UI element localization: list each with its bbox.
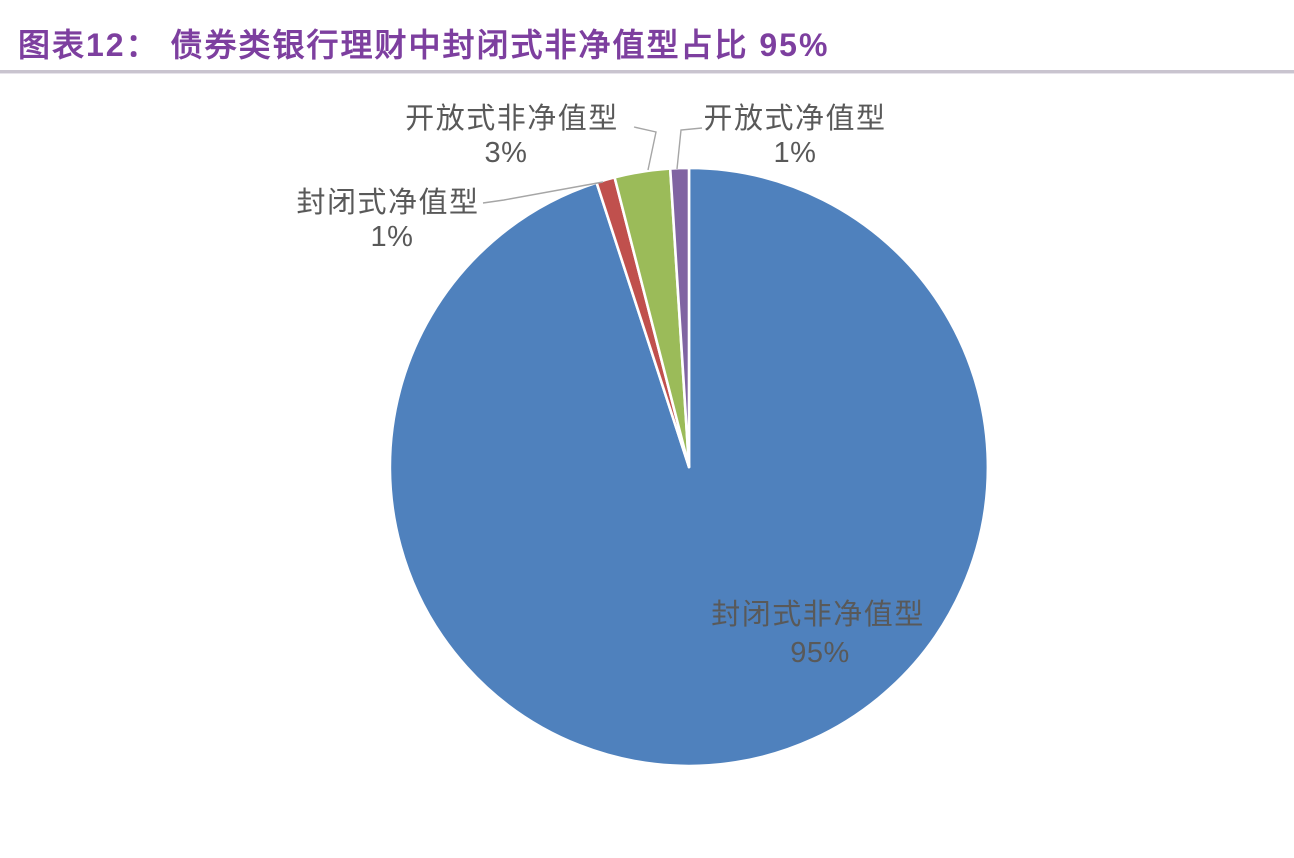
label-open-nav-name: 开放式净值型	[703, 102, 886, 135]
leader-lines	[482, 126, 703, 204]
label-open-non-nav-pct: 3%	[485, 137, 528, 169]
label-open-nav-pct: 1%	[774, 137, 817, 169]
title-separator-rule	[0, 70, 1294, 74]
label-closed-nav-pct: 1%	[371, 221, 414, 253]
leader-line-open-nav	[676, 127, 703, 170]
label-closed-non-nav-name: 封闭式非净值型	[711, 598, 925, 631]
label-open-non-nav-name: 开放式非净值型	[405, 102, 619, 135]
label-closed-non-nav-pct: 95%	[790, 637, 850, 669]
figure-title: 图表12： 债券类银行理财中封闭式非净值型占比 95%	[18, 27, 830, 63]
pie-data-labels: 开放式非净值型 3% 开放式净值型 1% 封闭式净值型 1% 封闭式非净值型 9…	[296, 102, 925, 669]
pie-slice-open-nav	[668, 166, 691, 469]
label-closed-nav-name: 封闭式净值型	[296, 186, 479, 219]
leader-line-closed-nav	[482, 181, 604, 204]
pie-slices	[388, 166, 990, 768]
leader-line-open-non-nav	[633, 126, 657, 171]
